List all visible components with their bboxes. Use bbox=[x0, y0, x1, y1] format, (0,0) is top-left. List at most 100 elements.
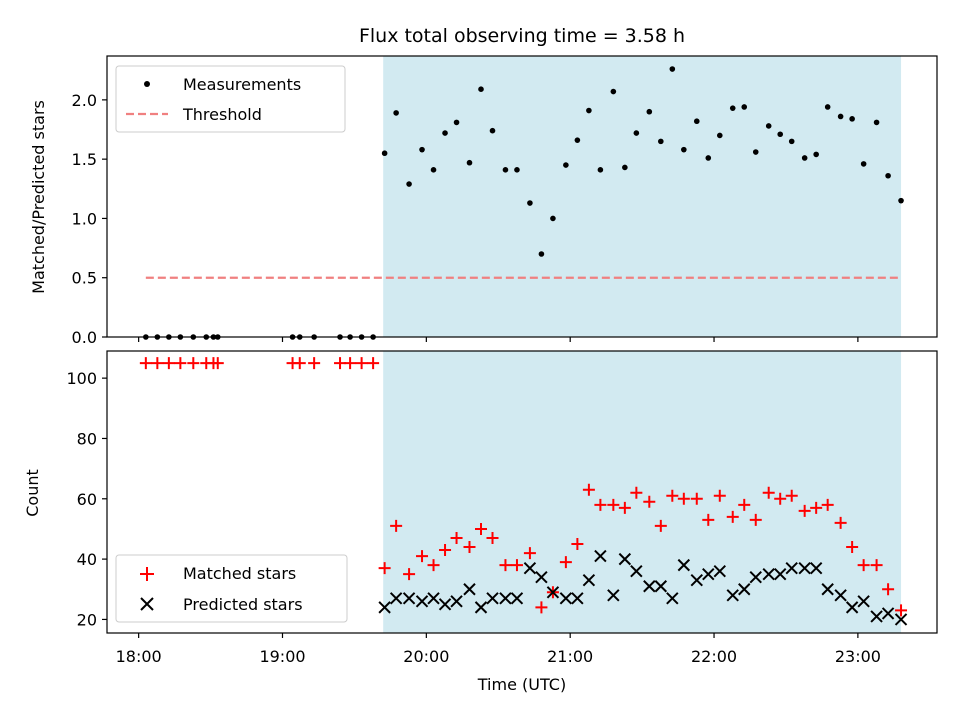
predicted-star-point bbox=[762, 567, 775, 581]
matched-star-point bbox=[654, 519, 667, 532]
matched-star-point bbox=[450, 531, 463, 544]
predicted-star-point bbox=[510, 592, 524, 605]
measurement-point bbox=[898, 197, 904, 204]
top-ytick-label: 1.0 bbox=[72, 209, 97, 228]
top-ytick-label: 0.0 bbox=[72, 328, 97, 347]
matched-star-point bbox=[726, 510, 739, 523]
matched-star-point bbox=[486, 531, 499, 544]
predicted-star-point bbox=[594, 549, 607, 563]
predicted-star-point bbox=[870, 610, 883, 623]
matched-star-point bbox=[607, 498, 620, 511]
measurement-point bbox=[849, 116, 855, 122]
xtick-label: 20:00 bbox=[403, 647, 449, 666]
matched-star-point bbox=[535, 601, 548, 614]
legend-threshold-label: Threshold bbox=[182, 105, 262, 124]
matched-star-point bbox=[463, 541, 476, 554]
measurement-point bbox=[646, 108, 653, 115]
predicted-star-point bbox=[690, 574, 703, 587]
matched-star-point bbox=[738, 498, 751, 511]
bottom-legend-box bbox=[115, 554, 348, 623]
measurement-point bbox=[563, 162, 569, 168]
measurement-point bbox=[813, 151, 819, 158]
matched-star-point bbox=[882, 583, 895, 596]
measurement-point bbox=[658, 138, 664, 145]
predicted-star-point bbox=[450, 595, 463, 608]
measurement-point bbox=[873, 119, 880, 126]
measurement-point bbox=[610, 88, 617, 95]
top-observing-window bbox=[383, 56, 902, 337]
predicted-star-point bbox=[474, 601, 488, 614]
measurement-point bbox=[597, 167, 604, 173]
matched-star-point bbox=[702, 513, 715, 526]
xtick-label: 19:00 bbox=[259, 647, 305, 666]
bottom-ytick-label: 80 bbox=[77, 429, 97, 448]
measurement-point bbox=[741, 104, 748, 110]
matched-star-point bbox=[810, 501, 823, 514]
xtick-label: 21:00 bbox=[547, 647, 593, 666]
measurement-point bbox=[669, 66, 676, 72]
measurement-point bbox=[466, 159, 473, 166]
matched-star-point bbox=[690, 492, 703, 505]
matched-star-point bbox=[571, 538, 584, 551]
top-y-axis-label: Matched/Predicted stars bbox=[29, 100, 48, 294]
predicted-star-point bbox=[535, 570, 548, 584]
predicted-star-point bbox=[785, 561, 798, 575]
predicted-star-point bbox=[702, 567, 715, 581]
predicted-star-point bbox=[894, 613, 908, 626]
measurement-point bbox=[777, 131, 784, 138]
top-ytick-label: 1.5 bbox=[72, 150, 97, 169]
measurement-point bbox=[716, 132, 723, 139]
matched-star-point bbox=[293, 357, 306, 370]
matched-star-point bbox=[870, 559, 883, 572]
matched-star-point bbox=[559, 556, 572, 569]
measurement-point bbox=[788, 138, 795, 145]
predicted-star-point bbox=[571, 592, 584, 605]
measurement-point bbox=[885, 172, 891, 179]
predicted-star-point bbox=[607, 589, 620, 602]
matched-star-point bbox=[630, 486, 643, 499]
top-legend-box bbox=[115, 65, 346, 133]
measurement-point bbox=[705, 155, 712, 161]
measurement-point bbox=[502, 167, 509, 173]
matched-star-point bbox=[895, 604, 908, 617]
matched-star-point bbox=[403, 568, 416, 581]
bottom-ytick-label: 20 bbox=[77, 610, 97, 629]
matched-star-point bbox=[510, 559, 523, 572]
predicted-star-point bbox=[559, 592, 573, 605]
matched-star-point bbox=[355, 357, 368, 370]
predicted-star-point bbox=[834, 589, 847, 602]
chart-title: Flux total observing time = 3.58 h bbox=[359, 25, 685, 47]
predicted-star-point bbox=[427, 592, 440, 605]
predicted-star-point bbox=[463, 583, 476, 596]
xtick-label: 22:00 bbox=[691, 647, 737, 666]
matched-star-point bbox=[427, 559, 440, 572]
top-ytick-label: 0.5 bbox=[72, 269, 97, 288]
matched-star-point bbox=[151, 357, 164, 370]
predicted-star-point bbox=[738, 583, 751, 596]
legend-matched-label: Matched stars bbox=[183, 564, 296, 583]
predicted-star-point bbox=[726, 589, 739, 602]
matched-star-point bbox=[857, 559, 870, 572]
predicted-star-point bbox=[523, 561, 537, 575]
matched-star-point bbox=[523, 547, 536, 560]
predicted-star-point bbox=[389, 592, 403, 605]
matched-star-point bbox=[416, 550, 429, 563]
xtick-label: 23:00 bbox=[835, 647, 881, 666]
predicted-star-point bbox=[857, 595, 870, 608]
matched-star-point bbox=[334, 357, 347, 370]
matched-star-point bbox=[367, 357, 380, 370]
matched-star-point bbox=[834, 516, 847, 529]
measurement-point bbox=[527, 200, 533, 206]
measurement-point bbox=[489, 127, 496, 134]
matched-star-point bbox=[749, 513, 762, 526]
predicted-star-point bbox=[845, 601, 859, 614]
matched-star-point bbox=[162, 357, 175, 370]
matched-star-point bbox=[439, 544, 452, 557]
matched-star-point bbox=[308, 357, 321, 370]
predicted-star-point bbox=[749, 570, 762, 584]
top-panel: 0.00.51.01.52.0 Matched/Predicted stars … bbox=[29, 55, 938, 347]
predicted-star-point bbox=[402, 592, 416, 605]
measurement-point bbox=[693, 118, 700, 125]
matched-star-point bbox=[211, 357, 224, 370]
matched-star-point bbox=[174, 357, 187, 370]
